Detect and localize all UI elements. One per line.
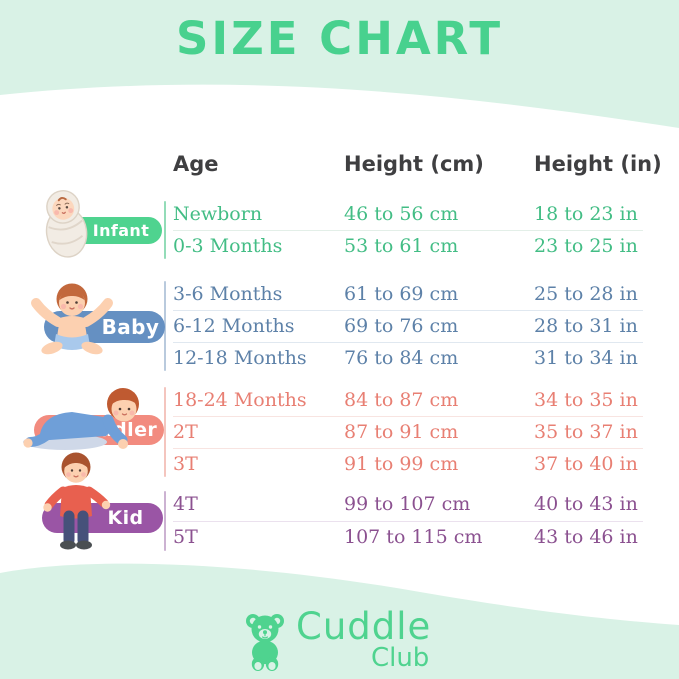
age-cell: 0-3 Months xyxy=(173,235,283,257)
age-cell: 6-12 Months xyxy=(173,315,295,337)
standing-kid-illustration xyxy=(43,452,111,550)
infant-row-group: Newborn 46 to 56 cm 18 to 23 in 0-3 Mont… xyxy=(0,198,655,262)
table-row: 3-6 Months 61 to 69 cm 25 to 28 in xyxy=(0,278,655,310)
age-cell: 3-6 Months xyxy=(173,283,283,305)
kid-accent-line xyxy=(164,491,166,551)
height-cm-cell: 107 to 115 cm xyxy=(344,526,483,548)
swaddled-newborn-illustration xyxy=(45,190,88,258)
infant-accent-line xyxy=(164,201,166,259)
baby-accent-line xyxy=(164,281,166,371)
baby-row-group: 3-6 Months 61 to 69 cm 25 to 28 in 6-12 … xyxy=(0,278,655,374)
age-cell: Newborn xyxy=(173,203,263,225)
height-in-cell: 28 to 31 in xyxy=(534,315,638,337)
height-cm-cell: 61 to 69 cm xyxy=(344,283,459,305)
age-cell: 3T xyxy=(173,453,198,475)
height-cm-cell: 91 to 99 cm xyxy=(344,453,459,475)
height-in-cell: 31 to 34 in xyxy=(534,347,638,369)
table-row: Newborn 46 to 56 cm 18 to 23 in xyxy=(0,198,655,230)
height-in-cell: 34 to 35 in xyxy=(534,389,638,411)
age-cell: 4T xyxy=(173,493,198,515)
table-row: 3T 91 to 99 cm 37 to 40 in xyxy=(0,448,655,480)
brand-logo: Cuddle Club xyxy=(242,606,431,672)
toddler-row-group: 18-24 Months 84 to 87 cm 34 to 35 in 2T … xyxy=(0,384,655,480)
height-cm-cell: 99 to 107 cm xyxy=(344,493,471,515)
page-title: SIZE CHART xyxy=(175,12,504,65)
age-cell: 18-24 Months xyxy=(173,389,307,411)
age-cell: 5T xyxy=(173,526,198,548)
column-header-height-cm: Height (cm) xyxy=(344,152,484,176)
table-row: 5T 107 to 115 cm 43 to 46 in xyxy=(0,521,655,554)
height-cm-cell: 76 to 84 cm xyxy=(344,347,459,369)
kid-row-group: 4T 99 to 107 cm 40 to 43 in 5T 107 to 11… xyxy=(0,488,655,554)
height-in-cell: 35 to 37 in xyxy=(534,421,638,443)
height-cm-cell: 53 to 61 cm xyxy=(344,235,459,257)
teddy-bear-icon xyxy=(246,614,284,671)
table-row: 2T 87 to 91 cm 35 to 37 in xyxy=(0,416,655,448)
column-header-height-in: Height (in) xyxy=(534,152,662,176)
age-cell: 12-18 Months xyxy=(173,347,307,369)
age-cell: 2T xyxy=(173,421,198,443)
height-in-cell: 18 to 23 in xyxy=(534,203,638,225)
top-wave-decoration xyxy=(0,0,679,128)
height-cm-cell: 87 to 91 cm xyxy=(344,421,459,443)
height-in-cell: 37 to 40 in xyxy=(534,453,638,475)
brand-name-club: Club xyxy=(370,643,430,673)
toddler-accent-line xyxy=(164,387,166,477)
height-cm-cell: 46 to 56 cm xyxy=(344,203,459,225)
table-row: 0-3 Months 53 to 61 cm 23 to 25 in xyxy=(0,230,655,262)
table-header: Age Height (cm) Height (in) xyxy=(0,150,679,178)
table-row: 18-24 Months 84 to 87 cm 34 to 35 in xyxy=(0,384,655,416)
height-in-cell: 40 to 43 in xyxy=(534,493,638,515)
height-cm-cell: 84 to 87 cm xyxy=(344,389,459,411)
brand-wordmark: Cuddle Club xyxy=(296,605,432,673)
crawling-toddler-illustration xyxy=(23,388,139,450)
table-row: 4T 99 to 107 cm 40 to 43 in xyxy=(0,488,655,521)
sitting-baby-illustration xyxy=(31,283,113,355)
height-in-cell: 25 to 28 in xyxy=(534,283,638,305)
height-in-cell: 43 to 46 in xyxy=(534,526,638,548)
table-row: 12-18 Months 76 to 84 cm 31 to 34 in xyxy=(0,342,655,374)
bottom-wave-decoration xyxy=(0,563,679,679)
height-in-cell: 23 to 25 in xyxy=(534,235,638,257)
table-row: 6-12 Months 69 to 76 cm 28 to 31 in xyxy=(0,310,655,342)
column-header-age: Age xyxy=(173,152,219,176)
height-cm-cell: 69 to 76 cm xyxy=(344,315,459,337)
brand-name-cuddle: Cuddle xyxy=(296,605,432,648)
